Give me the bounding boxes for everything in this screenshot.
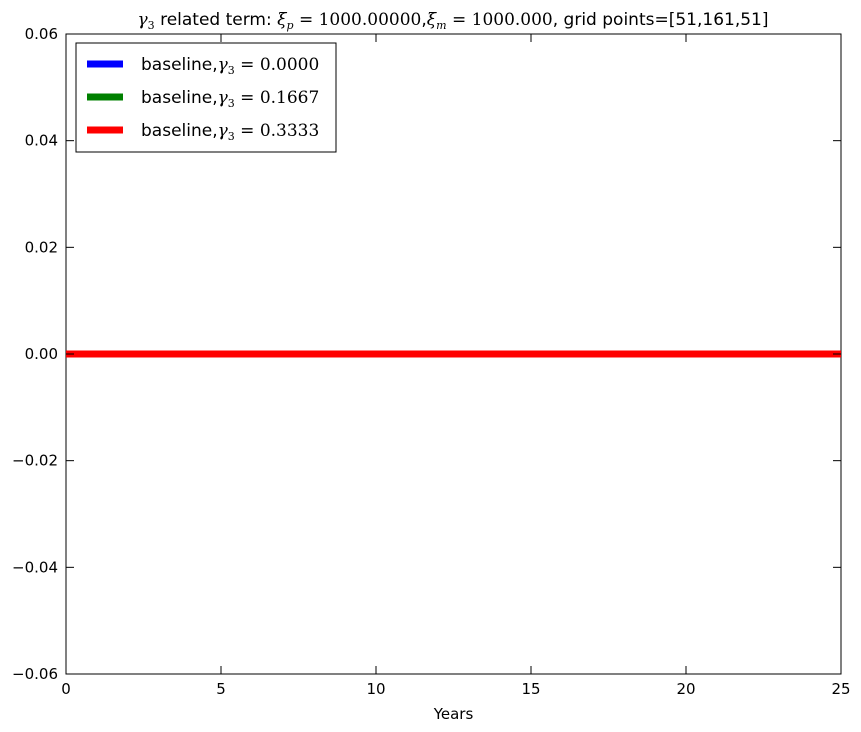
y-tick-label: −0.02: [12, 452, 58, 470]
y-tick-label: 0.00: [25, 345, 58, 363]
legend: baseline,γ3 = 0.0000 baseline,γ3 = 0.1667…: [75, 42, 337, 153]
x-tick-label: 25: [831, 680, 850, 698]
x-tick-label: 5: [216, 680, 226, 698]
title-gamma: γ: [138, 10, 149, 30]
y-tick-label: −0.06: [12, 665, 58, 683]
legend-label-2: baseline,γ3 = 0.3333: [141, 121, 319, 143]
chart-title: γ3 related term: ξp = 1000.00000,ξm = 10…: [138, 10, 769, 32]
title-xi-m-value: = 1000.000: [447, 10, 553, 30]
title-gamma-sub: 3: [148, 19, 155, 32]
title-xi-m: ξ: [427, 10, 438, 30]
title-part2: , grid points=[51,161,51]: [553, 10, 769, 30]
x-tick-label: 20: [676, 680, 695, 698]
y-tick-label: 0.04: [25, 132, 58, 150]
title-xi-p-sub: p: [287, 19, 294, 32]
title-comma: ,: [421, 10, 426, 30]
legend-label-0: baseline,γ3 = 0.0000: [141, 55, 319, 77]
x-tick-label: 15: [521, 680, 540, 698]
y-tick-label: 0.06: [25, 25, 58, 43]
title-xi-p-value: = 1000.00000: [294, 10, 422, 30]
y-tick-label: −0.04: [12, 558, 58, 576]
x-tick-label: 0: [61, 680, 71, 698]
title-xi-m-sub: m: [436, 19, 446, 32]
title-xi-p: ξ: [277, 10, 288, 30]
title-part1: related term:: [155, 10, 277, 30]
y-tick-label: 0.02: [25, 238, 58, 256]
ticks-layer: 0 5 10 15 20 25 0.06 0.04 0.02 0.00 −0.02 −0.04 −0.0…: [12, 25, 851, 698]
x-axis-label: Years: [433, 705, 474, 723]
legend-label-1: baseline,γ3 = 0.1667: [141, 88, 319, 110]
x-tick-label: 10: [366, 680, 385, 698]
